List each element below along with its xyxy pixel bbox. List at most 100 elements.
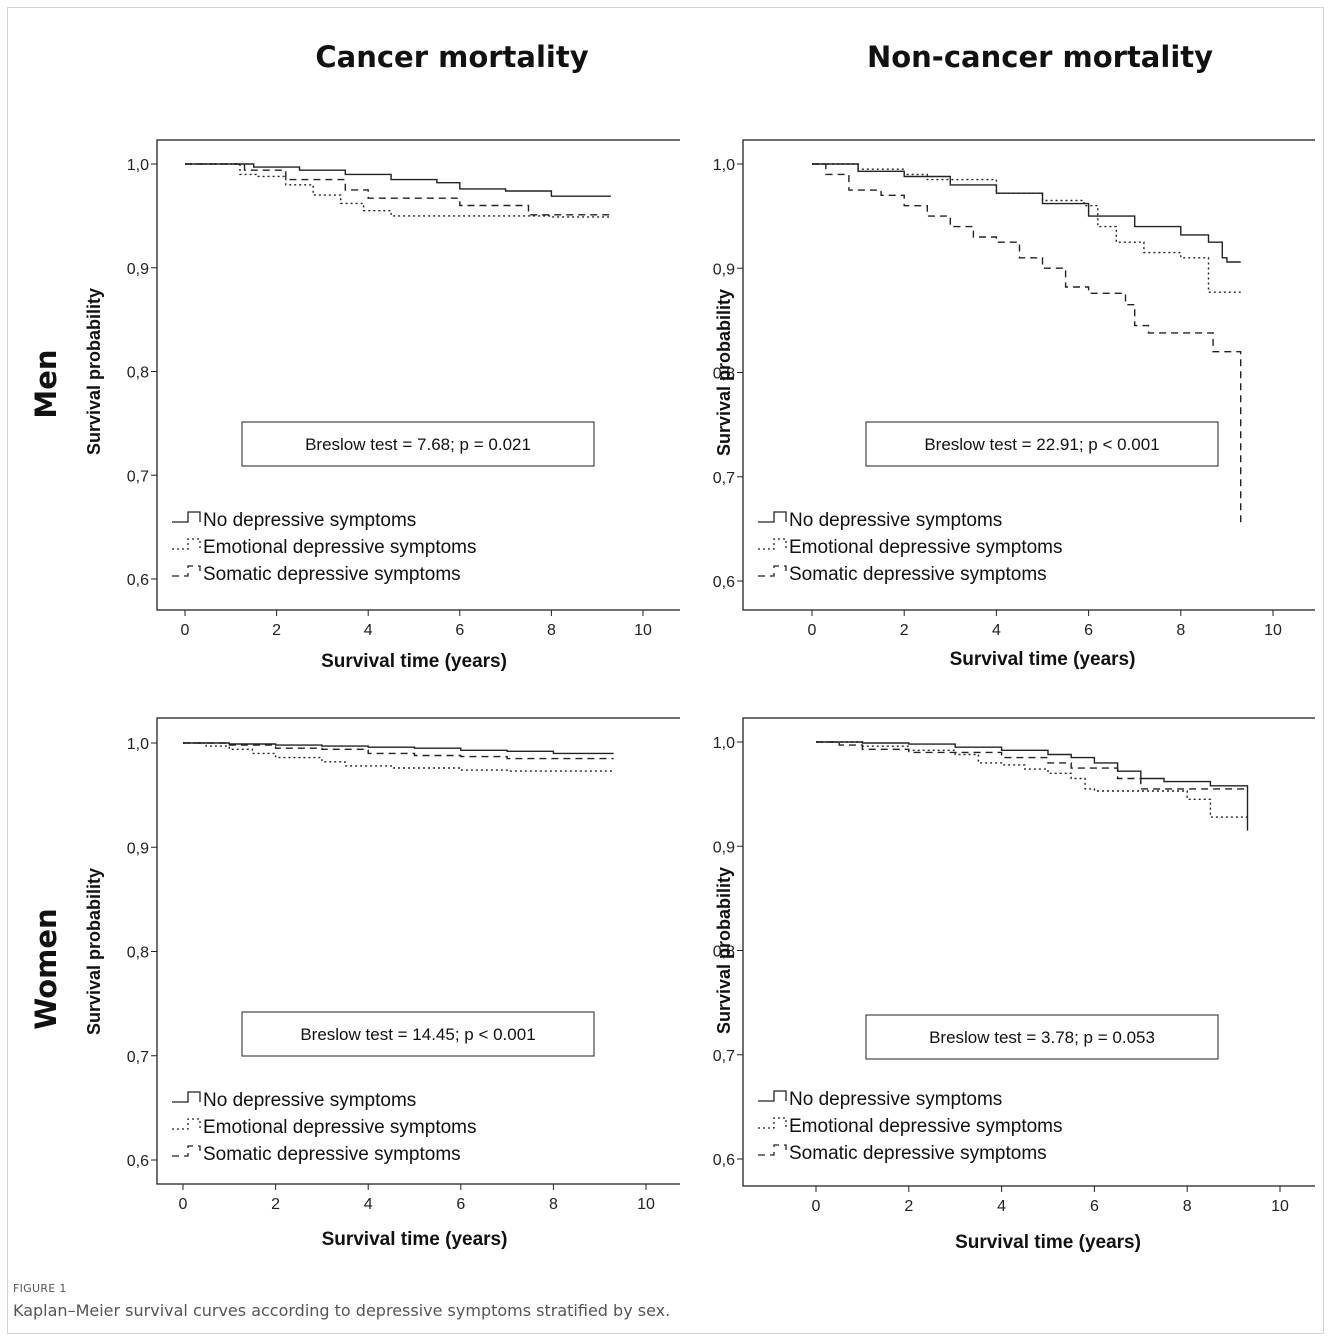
km-chart-men-cancer: 1,0 0,9 0,8 0,7 0,6 0 2 4 6 8 10 Survival time (yea… [84,139,680,672]
legend-swatch [758,1090,787,1102]
legend-swatch [172,1145,201,1157]
y-tick-label: 1,0 [127,736,149,753]
plot-frame [742,139,1315,611]
x-tick-label: 0 [179,1196,188,1213]
x-tick-label: 2 [900,622,909,639]
row-title-men: Men [29,349,63,419]
y-tick-label: 0,6 [127,572,149,589]
x-tick-label: 8 [1176,622,1185,639]
y-tick-label: 0,9 [713,261,735,278]
legend-swatch [758,511,787,523]
x-axis-label: Survival time (years) [321,651,507,672]
survival-curve [183,742,614,760]
legend-swatch [172,511,201,523]
legend-swatch [758,565,787,577]
legend-swatch [172,1091,201,1103]
x-tick-label: 6 [456,1196,465,1213]
figure-label: FIGURE 1 [13,1282,67,1295]
legend-swatch [172,565,201,577]
survival-curve [183,742,614,772]
breslow-box [241,1011,595,1057]
x-tick-label: 6 [1090,1198,1099,1215]
legend-swatch [758,1144,787,1156]
survival-curve [816,741,1248,818]
y-tick-label: 0,8 [713,944,735,961]
survival-curve [816,741,1249,831]
x-axis-label: Survival time (years) [322,1229,508,1250]
y-tick-label: 0,7 [713,470,735,487]
survival-curve [816,741,1248,790]
survival-curve [185,163,611,218]
x-tick-label: 2 [904,1198,913,1215]
figure-frame [7,7,1324,1334]
y-axis-label: Survival probability [84,288,104,455]
breslow-box [865,421,1219,467]
y-tick-label: 0,8 [127,945,149,962]
x-tick-label: 0 [812,1198,821,1215]
plot-frame [156,139,680,611]
legend-label: No depressive symptoms [789,1089,1002,1110]
legend-label: Emotional depressive symptoms [203,537,477,558]
x-tick-label: 10 [637,1196,655,1213]
x-tick-label: 2 [271,1196,280,1213]
legend-swatch [758,538,787,550]
legend-label: No depressive symptoms [203,510,416,531]
breslow-annotation: Breslow test = 3.78; p = 0.053 [929,1028,1155,1047]
y-tick-label: 0,7 [713,1048,735,1065]
x-tick-label: 8 [549,1196,558,1213]
x-tick-label: 0 [181,622,190,639]
breslow-annotation: Breslow test = 14.45; p < 0.001 [300,1025,535,1044]
legend-label: Somatic depressive symptoms [203,564,461,585]
x-tick-label: 2 [272,622,281,639]
legend-label: Emotional depressive symptoms [789,537,1063,558]
km-chart-women-cancer: 1,0 0,9 0,8 0,7 0,6 0 2 4 6 8 10 Survival time (yea… [84,717,680,1250]
legend-label: Somatic depressive symptoms [203,1144,461,1165]
legend-label: No depressive symptoms [789,510,1002,531]
x-tick-label: 10 [634,622,652,639]
y-tick-label: 0,7 [127,468,149,485]
breslow-annotation: Breslow test = 7.68; p = 0.021 [305,435,531,454]
y-tick-label: 1,0 [127,157,149,174]
x-tick-label: 0 [808,622,817,639]
legend-label: No depressive symptoms [203,1090,416,1111]
plot-frame [742,717,1315,1187]
x-axis-label: Survival time (years) [955,1232,1141,1253]
y-tick-label: 0,6 [127,1153,149,1170]
breslow-box [865,1014,1219,1060]
survival-curve [812,163,1242,526]
y-tick-label: 0,7 [127,1049,149,1066]
survival-curve [185,163,611,216]
y-axis-label: Survival probability [714,289,734,456]
y-tick-label: 1,0 [713,735,735,752]
x-tick-label: 8 [1183,1198,1192,1215]
survival-curve [185,163,611,197]
y-axis-label: Survival probability [84,868,104,1035]
x-tick-label: 6 [1084,622,1093,639]
x-tick-label: 4 [364,1196,373,1213]
x-tick-label: 4 [992,622,1001,639]
legend-label: Somatic depressive symptoms [789,1143,1047,1164]
survival-curve [812,163,1241,263]
km-chart-men-noncancer: 1,0 0,9 0,8 0,7 0,6 0 2 4 6 8 10 Survival time (yea… [713,139,1315,670]
breslow-box [241,421,595,467]
y-tick-label: 1,0 [713,157,735,174]
legend-swatch [758,1117,787,1129]
legend-label: Emotional depressive symptoms [203,1117,477,1138]
km-chart-women-noncancer: 1,0 0,9 0,8 0,7 0,6 0 2 4 6 8 10 Survival time (yea… [713,717,1315,1253]
legend-label: Somatic depressive symptoms [789,564,1047,585]
column-title-noncancer: Non-cancer mortality [866,40,1214,74]
x-tick-label: 8 [547,622,556,639]
y-tick-label: 0,8 [127,365,149,382]
legend-swatch [172,538,201,550]
row-title-women: Women [29,908,63,1030]
y-tick-label: 0,9 [127,840,149,857]
y-tick-label: 0,6 [713,1152,735,1169]
figure-caption: Kaplan–Meier survival curves according t… [13,1301,671,1320]
legend-swatch [172,1118,201,1130]
y-tick-label: 0,9 [127,261,149,278]
breslow-annotation: Breslow test = 22.91; p < 0.001 [924,435,1159,454]
legend-label: Emotional depressive symptoms [789,1116,1063,1137]
x-tick-label: 4 [997,1198,1006,1215]
y-tick-label: 0,9 [713,839,735,856]
